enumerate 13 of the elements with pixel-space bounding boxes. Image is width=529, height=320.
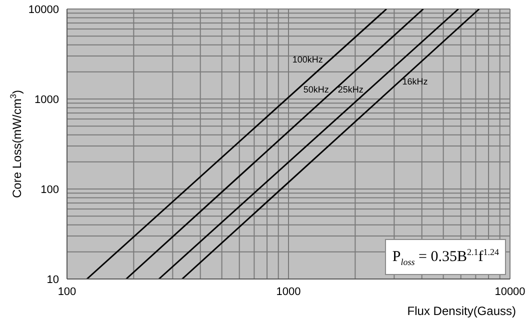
series-label: 100kHz bbox=[292, 54, 324, 65]
series-label: 25kHz bbox=[338, 84, 364, 94]
series-label: 50kHz bbox=[303, 84, 330, 94]
x-axis-title: Flux Density(Gauss) bbox=[407, 304, 516, 318]
y-tick-label: 10 bbox=[46, 274, 59, 286]
y-tick-label: 10000 bbox=[28, 4, 59, 16]
formula-box: P$_{loss}$ = 0.35B$^{2.1}$f$^{1.24}$ bbox=[385, 239, 506, 275]
series-label: 16kHz bbox=[402, 76, 428, 86]
y-tick-label: 1000 bbox=[34, 94, 59, 106]
x-tick-label: 10000 bbox=[494, 286, 526, 298]
x-tick-label: 100 bbox=[58, 286, 76, 298]
x-tick-label: 1000 bbox=[276, 286, 301, 298]
y-tick-label: 100 bbox=[40, 184, 59, 196]
